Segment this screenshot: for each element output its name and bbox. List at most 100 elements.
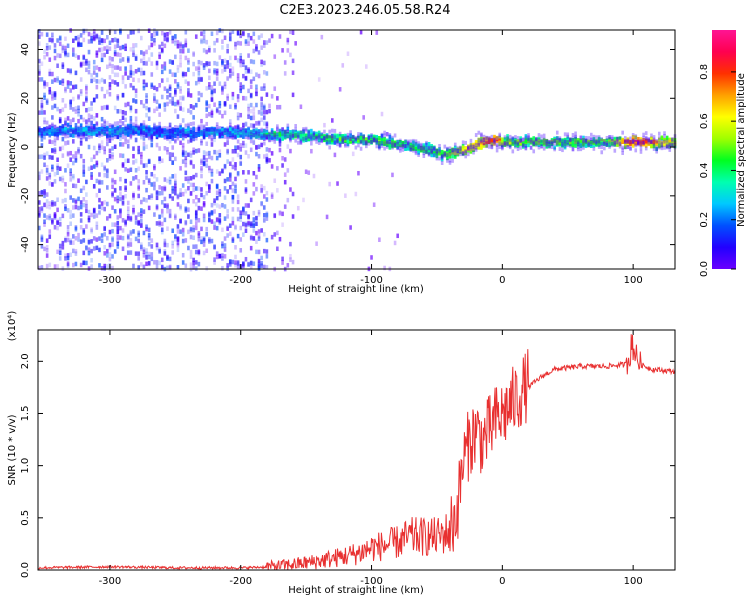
spectrogram-cell — [121, 121, 125, 126]
spectrogram-cell — [252, 171, 256, 176]
spectrogram-cell — [443, 151, 447, 156]
spectrogram-cell — [98, 236, 101, 241]
spectrogram-cell — [213, 244, 216, 249]
spectrogram-cell — [103, 251, 107, 256]
spectrogram-cell — [370, 140, 373, 145]
snr-y-tick-label: 1.0 — [20, 458, 31, 474]
spectrogram-cell — [119, 235, 122, 240]
spectrogram-cell — [119, 52, 122, 58]
spectrogram-cell — [561, 138, 564, 143]
spectrogram-cell — [202, 124, 206, 129]
spectrogram-cell — [349, 136, 352, 141]
spectrogram-cell — [378, 136, 381, 141]
spectrogram-cell — [129, 133, 133, 138]
spectrogram-cell — [242, 208, 245, 214]
spectrogram-cell — [226, 48, 229, 54]
spectrogram-cell — [108, 123, 112, 128]
spectrogram-cell — [126, 139, 130, 144]
spectrogram-cell — [333, 135, 337, 140]
spectrogram-cell — [158, 51, 161, 57]
spectrogram-cell — [409, 139, 413, 144]
spectrogram-cell — [252, 191, 256, 196]
spectrogram-cell — [134, 88, 138, 93]
spectrogram-cell — [197, 186, 201, 191]
spectrogram-cell — [58, 127, 62, 132]
spectrogram-cell — [239, 131, 243, 136]
spectrogram-cell — [540, 134, 543, 139]
spectrogram-cell — [90, 125, 93, 130]
snr-x-tick-label: -300 — [99, 576, 122, 587]
spectrogram-cell — [213, 48, 216, 53]
spectrogram-cell — [317, 140, 321, 145]
spectrogram-cell — [113, 249, 117, 254]
spectrogram-cell — [430, 144, 434, 149]
spectrogram-cell — [231, 95, 235, 101]
spectrogram-cell — [111, 192, 114, 198]
spectrogram-cell — [328, 129, 331, 134]
spectrogram-cell — [77, 126, 80, 131]
spectrogram-cell — [92, 77, 96, 82]
spectrogram-cell — [155, 130, 159, 135]
spectrogram-cell — [665, 138, 669, 143]
spectrogram-cell — [181, 135, 185, 141]
spectrogram-cell — [299, 140, 303, 145]
spectrogram-cell — [268, 103, 271, 109]
spectrogram-cell — [58, 129, 62, 134]
spectrogram-cell — [160, 133, 164, 138]
spectrogram-cell — [82, 238, 86, 243]
spectrogram-cell — [231, 66, 235, 71]
spectrogram-cell — [289, 254, 292, 259]
spectrogram-cell — [58, 130, 62, 135]
spectrogram-cell — [414, 141, 418, 146]
spectrogram-cell — [262, 83, 266, 88]
spectrogram-cell — [631, 143, 635, 148]
spectrogram-cell — [234, 166, 237, 171]
spectrogram-cell — [244, 211, 248, 216]
spectrogram-cell — [56, 170, 59, 176]
spectrogram-cell — [192, 131, 195, 136]
spectrogram-cell — [493, 141, 496, 146]
spectrogram-cell — [249, 235, 253, 241]
spectrogram-cell — [176, 224, 180, 229]
spectrogram-cell — [155, 65, 159, 70]
spectrogram-cell — [655, 147, 658, 152]
spectrogram-cell — [469, 143, 473, 148]
spectrogram-cell — [77, 178, 80, 183]
spectrogram-cell — [137, 145, 141, 151]
spectrogram-cell — [208, 128, 211, 133]
spectrogram-cell — [53, 179, 57, 184]
spectrogram-cell — [597, 135, 601, 140]
spectrogram-cell — [72, 117, 75, 123]
spectrogram-cell — [38, 127, 41, 132]
spectrogram-cell — [516, 142, 520, 147]
spectrogram-cell — [95, 122, 99, 128]
spectrogram-cell — [223, 64, 227, 69]
spectrogram-cell — [550, 140, 554, 145]
spectrogram-cell — [608, 140, 611, 145]
spectrogram-cell — [174, 156, 177, 162]
spectrogram-cell — [145, 125, 148, 130]
spectrogram-cell — [464, 140, 468, 145]
spectrogram-cell — [111, 179, 114, 184]
spectrogram-cell — [95, 34, 99, 40]
spectrogram-cell — [385, 132, 389, 137]
spectrogram-cell — [56, 38, 59, 43]
spectrogram-cell — [236, 128, 240, 133]
spectrogram-cell — [77, 95, 80, 100]
spectrogram-cell — [126, 34, 130, 39]
spectrogram-cell — [205, 113, 209, 119]
spectrogram-cell — [163, 43, 167, 49]
spectrogram-cell — [64, 197, 67, 203]
spectrogram-cell — [657, 131, 661, 136]
spectrogram-cell — [291, 129, 295, 134]
spectrogram-cell — [82, 127, 86, 132]
spectrogram-cell — [296, 133, 300, 138]
spectrogram-cell — [208, 212, 211, 218]
spectrogram-cell — [116, 195, 120, 200]
spectrogram-cell — [145, 187, 148, 193]
spectrogram-cell — [43, 54, 46, 60]
spectrogram-cell — [85, 129, 88, 134]
spectrogram-cell — [74, 109, 78, 114]
spectrogram-cell — [563, 132, 567, 137]
spectrogram-cell — [147, 136, 151, 141]
